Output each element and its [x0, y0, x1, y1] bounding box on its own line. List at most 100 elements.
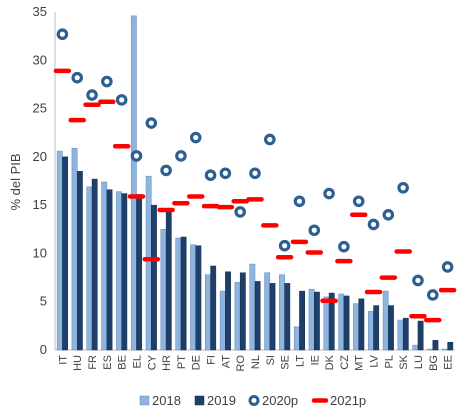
bar-2019-FI — [210, 265, 217, 351]
y-tick-label: 25 — [33, 101, 47, 116]
bar-2019-EL — [136, 194, 143, 351]
category-label-BE: BE — [117, 355, 129, 370]
bar-2019-ES — [106, 189, 113, 351]
bar-2018-AT — [219, 290, 226, 351]
legend-label-2019: 2019 — [207, 393, 236, 408]
marker-2020p-EL — [130, 150, 143, 162]
marker-2020p-PL — [382, 209, 395, 221]
bar-2019-PL — [388, 305, 394, 351]
bar-2018-CY — [145, 175, 152, 351]
category-label-RO: RO — [235, 355, 247, 372]
bar-2019-AT — [225, 271, 231, 351]
y-tick-label: 15 — [33, 197, 47, 212]
category-label-CY: CY — [146, 354, 158, 370]
bar-2018-CZ — [338, 293, 345, 351]
marker-2020p-LV — [367, 218, 380, 231]
bar-2019-FR — [91, 178, 98, 351]
marker-2020p-BE — [115, 94, 128, 106]
bar-2018-PT — [175, 237, 182, 351]
marker-2020p-MT — [352, 195, 365, 208]
y-tick-label: 0 — [40, 342, 47, 357]
y-tick-label: 5 — [40, 294, 47, 309]
legend: 2018 2019 2020p 2021p — [139, 393, 366, 408]
marker-2020p-SE — [278, 239, 291, 252]
legend-label-2018: 2018 — [152, 393, 181, 408]
bar-2018-BE — [116, 191, 122, 351]
bar-2019-CY — [151, 204, 157, 351]
bar-2019-DK — [328, 292, 335, 351]
category-label-HR: HR — [161, 355, 173, 371]
bar-2019-SE — [284, 283, 291, 351]
marker-2020p-LT — [293, 195, 306, 208]
category-label-DK: DK — [324, 354, 336, 370]
legend-swatch-2019 — [194, 395, 205, 406]
legend-swatch-2020p — [248, 395, 260, 406]
category-label-LT: LT — [294, 355, 306, 367]
y-axis-label: % del PIB — [8, 153, 23, 210]
marker-2020p-AT — [219, 167, 232, 180]
markers-layer — [53, 28, 457, 323]
bar-2018-SE — [279, 274, 285, 351]
marker-2020p-DK — [323, 187, 335, 200]
bar-2018-LV — [367, 311, 374, 351]
category-label-FI: FI — [206, 355, 218, 365]
category-label-SI: SI — [265, 355, 277, 365]
category-label-DE: DE — [191, 355, 203, 370]
y-tick-label: 30 — [33, 52, 47, 67]
marker-2020p-IT — [56, 28, 69, 41]
category-label-ES: ES — [102, 355, 114, 370]
legend-label-2021p: 2021p — [330, 393, 366, 408]
category-label-CZ: CZ — [339, 355, 351, 370]
bar-2019-SK — [402, 317, 409, 351]
bar-2018-BG — [427, 348, 434, 351]
category-label-IE: IE — [309, 355, 321, 365]
category-label-SE: SE — [280, 355, 292, 370]
bar-2018-DK — [323, 296, 330, 351]
category-label-LU: LU — [413, 355, 425, 369]
y-axis-ticks: 0 5 10 15 20 25 30 35 — [33, 4, 47, 357]
bar-2018-LT — [293, 326, 300, 351]
bar-2018-EE — [442, 348, 448, 351]
bar-2019-LT — [299, 290, 305, 351]
marker-2020p-NL — [249, 167, 261, 180]
marker-2020p-HU — [71, 71, 84, 84]
category-label-HU: HU — [72, 355, 84, 371]
bar-2019-BE — [121, 193, 128, 351]
marker-2020p-IE — [308, 224, 321, 237]
category-label-SK: SK — [398, 354, 410, 369]
bar-2018-FR — [86, 186, 93, 351]
category-label-PT: PT — [176, 355, 188, 369]
marker-2020p-LU — [412, 274, 424, 287]
bar-2018-HU — [71, 147, 78, 351]
category-label-MT: MT — [354, 355, 366, 371]
category-label-PL: PL — [383, 355, 395, 368]
bar-2018-HR — [160, 229, 167, 351]
bar-2019-MT — [358, 298, 365, 351]
bar-2019-PT — [180, 236, 187, 351]
marker-2020p-CZ — [338, 240, 350, 253]
marker-2020p-DE — [189, 131, 202, 144]
category-labels: IT HU FR ES BE EL CY HR PT DE FI AT RO NL SI SE LT IE DK CZ… — [57, 354, 454, 371]
bar-2019-DE — [195, 245, 202, 351]
bar-2018-ES — [101, 181, 108, 351]
bar-2019-CZ — [343, 295, 350, 351]
legend-swatch-2018 — [139, 395, 150, 406]
category-label-EE: EE — [443, 355, 455, 370]
bar-2018-SI — [264, 272, 271, 351]
category-label-EL: EL — [131, 355, 143, 368]
bar-2019-HU — [76, 171, 83, 351]
bar-2019-RO — [239, 272, 246, 351]
marker-2020p-ES — [101, 75, 113, 88]
marker-2020p-PT — [175, 150, 187, 162]
marker-2020p-SI — [264, 133, 276, 146]
bar-2019-IT — [62, 156, 68, 351]
category-label-NL: NL — [250, 355, 262, 369]
bar-2019-EE — [447, 342, 454, 351]
category-label-FR: FR — [87, 355, 99, 370]
bar-2018-MT — [353, 303, 359, 351]
marker-2020p-FI — [204, 169, 217, 182]
bar-2019-SI — [269, 283, 276, 351]
marker-2020p-SK — [397, 181, 409, 194]
bar-2019-BG — [432, 340, 439, 351]
bar-2018-PL — [382, 290, 389, 351]
